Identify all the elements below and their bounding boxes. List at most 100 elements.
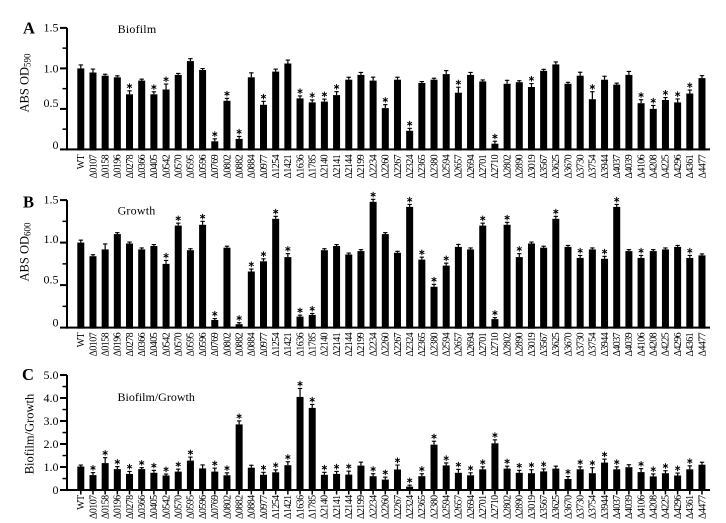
svg-text:Δ2594: Δ2594 [442,332,453,356]
svg-text:Δ1421: Δ1421 [283,332,294,356]
svg-text:Δ4361: Δ4361 [685,495,696,519]
svg-text:Δ0977: Δ0977 [259,154,270,178]
svg-text:Δ0107: Δ0107 [88,332,99,356]
svg-text:1.0: 1.0 [44,232,59,246]
svg-text:Δ1254: Δ1254 [271,495,282,519]
svg-text:Δ4477: Δ4477 [697,332,708,356]
svg-text:Δ0882: Δ0882 [234,332,245,356]
svg-text:Δ2657: Δ2657 [454,332,465,356]
svg-text:WT: WT [76,155,87,170]
svg-text:Δ0884: Δ0884 [247,154,258,178]
svg-text:Δ4361: Δ4361 [685,154,696,178]
svg-text:Δ0977: Δ0977 [259,495,270,519]
svg-text:Δ4037: Δ4037 [612,495,623,519]
svg-text:Δ0107: Δ0107 [88,495,99,519]
svg-text:Δ2594: Δ2594 [442,495,453,519]
svg-text:Δ0278: Δ0278 [125,495,136,519]
svg-text:Δ0542: Δ0542 [161,332,172,356]
svg-text:C: C [22,365,34,384]
svg-text:Δ2890: Δ2890 [515,154,526,178]
svg-text:Δ2260: Δ2260 [381,332,392,356]
svg-text:Δ0595: Δ0595 [186,154,197,178]
svg-text:A: A [23,19,35,38]
svg-text:Δ3944: Δ3944 [600,154,611,178]
svg-text:0: 0 [53,483,59,497]
svg-text:Δ3567: Δ3567 [539,154,550,178]
svg-text:Δ0802: Δ0802 [222,154,233,178]
svg-text:Δ2657: Δ2657 [454,495,465,519]
svg-text:Δ2267: Δ2267 [393,495,404,519]
svg-text:Δ2140: Δ2140 [320,495,331,519]
svg-text:Δ4225: Δ4225 [661,154,672,178]
svg-text:1.5: 1.5 [44,21,59,35]
svg-text:Δ4225: Δ4225 [661,332,672,356]
svg-text:Δ2199: Δ2199 [356,495,367,519]
svg-text:Δ2802: Δ2802 [502,154,513,178]
svg-text:Δ4296: Δ4296 [673,495,684,519]
svg-text:Δ3944: Δ3944 [600,495,611,519]
svg-text:Δ4106: Δ4106 [636,495,647,519]
svg-text:Δ3730: Δ3730 [575,495,586,519]
svg-text:Δ1636: Δ1636 [295,154,306,178]
svg-text:Δ0158: Δ0158 [100,154,111,178]
svg-text:Δ0595: Δ0595 [186,332,197,356]
svg-text:Δ0196: Δ0196 [113,332,124,356]
svg-text:Δ3567: Δ3567 [539,332,550,356]
svg-text:Δ0802: Δ0802 [222,332,233,356]
svg-text:Δ2234: Δ2234 [368,154,379,178]
svg-text:Δ2701: Δ2701 [478,495,489,519]
svg-text:Δ0769: Δ0769 [210,154,221,178]
svg-text:Δ2701: Δ2701 [478,154,489,178]
svg-text:Δ1785: Δ1785 [308,332,319,356]
svg-text:Δ2710: Δ2710 [490,495,501,519]
svg-text:Δ2260: Δ2260 [381,495,392,519]
svg-text:WT: WT [76,495,87,510]
svg-text:Δ2234: Δ2234 [368,495,379,519]
svg-text:Δ3019: Δ3019 [527,154,538,178]
svg-text:Δ2365: Δ2365 [417,495,428,519]
svg-text:Δ0107: Δ0107 [88,154,99,178]
svg-text:Δ4106: Δ4106 [636,154,647,178]
svg-text:Δ4208: Δ4208 [649,154,660,178]
svg-text:Δ3019: Δ3019 [527,495,538,519]
svg-text:1.5: 1.5 [44,193,59,207]
svg-text:Δ0158: Δ0158 [100,495,111,519]
svg-text:0.5: 0.5 [44,96,59,110]
svg-text:Growth: Growth [118,203,156,217]
svg-text:Δ2710: Δ2710 [490,154,501,178]
svg-text:Δ0405: Δ0405 [149,332,160,356]
svg-text:Δ2380: Δ2380 [429,154,440,178]
svg-text:Δ3944: Δ3944 [600,332,611,356]
svg-text:Biofilm/Growth: Biofilm/Growth [23,393,37,474]
svg-text:ABS OD600: ABS OD600 [18,222,33,282]
svg-text:Δ2594: Δ2594 [442,154,453,178]
svg-text:Δ3730: Δ3730 [575,332,586,356]
svg-text:Δ2234: Δ2234 [368,332,379,356]
svg-text:Δ2324: Δ2324 [405,495,416,519]
svg-text:Δ0884: Δ0884 [247,495,258,519]
svg-text:Δ0802: Δ0802 [222,495,233,519]
svg-text:Δ2141: Δ2141 [332,495,343,519]
svg-text:Δ2144: Δ2144 [344,154,355,178]
svg-text:Δ2267: Δ2267 [393,332,404,356]
svg-text:Δ0570: Δ0570 [174,495,185,519]
svg-text:Δ4208: Δ4208 [649,332,660,356]
svg-text:Δ3670: Δ3670 [563,332,574,356]
svg-text:Δ0596: Δ0596 [198,154,209,178]
svg-text:Δ0595: Δ0595 [186,495,197,519]
svg-text:Δ4106: Δ4106 [636,332,647,356]
svg-text:4.0: 4.0 [44,391,59,405]
svg-text:Δ0278: Δ0278 [125,154,136,178]
svg-text:Δ0884: Δ0884 [247,332,258,356]
svg-text:Δ2365: Δ2365 [417,154,428,178]
svg-text:Δ2144: Δ2144 [344,495,355,519]
svg-text:Δ2141: Δ2141 [332,332,343,356]
svg-text:Δ4037: Δ4037 [612,332,623,356]
svg-text:Δ0278: Δ0278 [125,332,136,356]
svg-text:Δ0596: Δ0596 [198,332,209,356]
svg-text:Δ3754: Δ3754 [588,495,599,519]
svg-text:Δ2260: Δ2260 [381,154,392,178]
svg-text:Δ1254: Δ1254 [271,332,282,356]
svg-text:0: 0 [53,138,59,152]
svg-text:Δ0542: Δ0542 [161,154,172,178]
